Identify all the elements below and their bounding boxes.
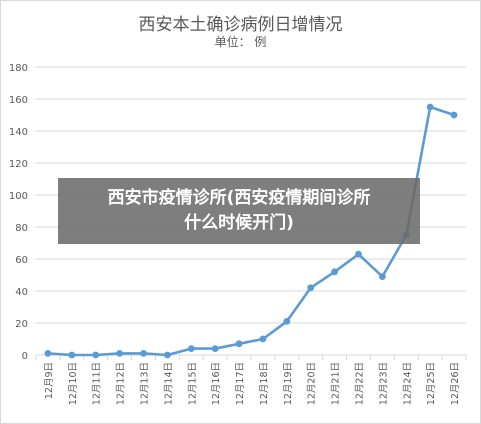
data-point <box>68 351 76 359</box>
chart-title: 西安本土确诊病例日增情况 <box>138 15 343 35</box>
x-tick-label: 12月23日 <box>378 362 389 405</box>
y-tick-label: 60 <box>15 255 28 266</box>
x-tick-label: 12月20日 <box>307 362 318 405</box>
banner-line-2: 什么时候开门) <box>184 213 294 233</box>
overlay-banner: 西安市疫情诊所(西安疫情期间诊所 什么时候开门) <box>58 178 420 244</box>
x-tick-label: 12月15日 <box>187 362 198 405</box>
y-tick-label: 180 <box>9 63 28 74</box>
data-point <box>116 350 124 357</box>
data-point <box>92 351 100 359</box>
data-point <box>163 351 171 359</box>
data-point <box>426 103 434 111</box>
data-point <box>44 350 52 357</box>
x-tick-label: 12月19日 <box>283 362 294 405</box>
data-point <box>211 345 219 352</box>
y-tick-label: 0 <box>22 351 28 362</box>
data-point <box>307 284 315 292</box>
x-tick-label: 12月18日 <box>259 362 270 405</box>
data-point <box>355 250 362 258</box>
x-tick-label: 12月22日 <box>355 362 366 405</box>
x-tick-label: 12月9日 <box>44 362 55 399</box>
data-point <box>235 340 243 348</box>
x-tick-label: 12月17日 <box>235 362 246 405</box>
x-tick-label: 12月24日 <box>402 362 413 405</box>
y-tick-label: 40 <box>15 287 28 298</box>
x-tick-label: 12月10日 <box>68 362 79 405</box>
y-tick-label: 120 <box>9 159 28 170</box>
data-point <box>450 111 458 119</box>
y-tick-label: 80 <box>15 223 28 234</box>
y-tick-label: 140 <box>9 127 28 138</box>
x-tick-label: 12月12日 <box>116 362 127 405</box>
y-tick-label: 20 <box>15 319 28 330</box>
x-tick-label: 12月25日 <box>426 362 437 405</box>
x-tick-label: 12月21日 <box>331 362 342 405</box>
chart-subtitle: 单位： 例 <box>214 35 267 49</box>
banner-line-1: 西安市疫情诊所(西安疫情期间诊所 <box>107 188 371 208</box>
x-tick-label: 12月11日 <box>92 362 103 405</box>
series-line <box>47 105 455 357</box>
data-point <box>378 273 386 280</box>
data-point <box>140 350 147 357</box>
y-tick-label: 160 <box>9 95 28 106</box>
data-point <box>283 318 291 325</box>
data-point <box>187 345 195 352</box>
x-tick-label: 12月16日 <box>211 362 222 405</box>
data-point <box>331 268 339 276</box>
data-point <box>259 335 267 343</box>
x-tick-label: 12月13日 <box>140 362 151 405</box>
y-tick-label: 100 <box>9 191 28 202</box>
x-tick-label: 12月26日 <box>450 362 461 405</box>
x-tick-label: 12月14日 <box>163 362 174 405</box>
